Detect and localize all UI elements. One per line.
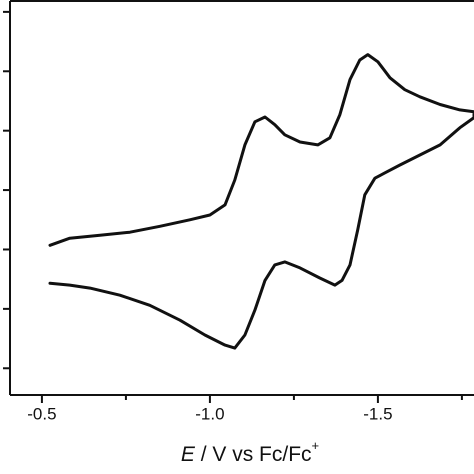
x-label-superscript: + bbox=[312, 438, 320, 453]
x-label-text: / V vs Fc/Fc bbox=[195, 443, 312, 466]
cv-curve bbox=[48, 53, 474, 350]
x-tick-label: -1.0 bbox=[195, 404, 224, 423]
x-label-symbol: E bbox=[181, 443, 196, 466]
x-tick-label: -1.5 bbox=[363, 404, 392, 423]
x-tick-label: -0.5 bbox=[27, 404, 56, 423]
x-axis-label: E / V vs Fc/Fc+ bbox=[181, 438, 319, 465]
